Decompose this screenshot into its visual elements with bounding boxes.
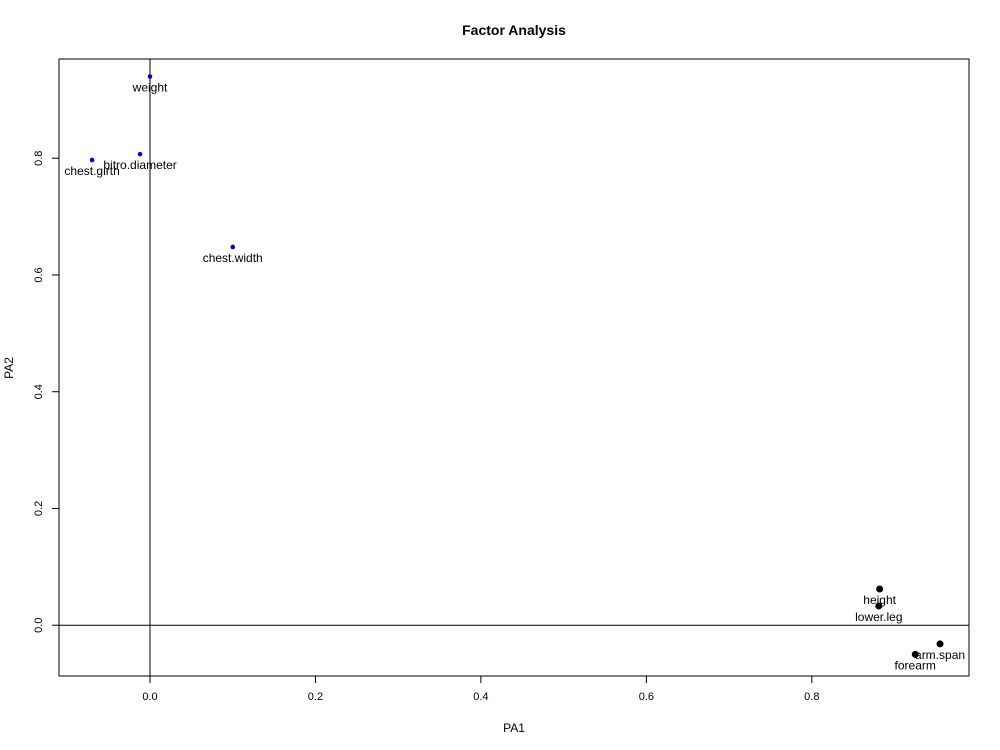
reference-lines <box>59 59 969 676</box>
y-axis: 0.0 0.2 0.4 0.6 0.8 <box>33 151 60 633</box>
point-forearm <box>911 650 919 658</box>
y-tick-label: 0.0 <box>33 618 45 633</box>
point-chest-girth <box>89 157 95 163</box>
x-tick-label: 0.0 <box>142 691 157 703</box>
x-axis: 0.0 0.2 0.4 0.6 0.8 <box>142 675 819 703</box>
y-tick-label: 0.6 <box>33 267 45 282</box>
point-chest-width <box>230 244 236 250</box>
point-height <box>876 585 884 593</box>
chart-title: Factor Analysis <box>462 22 566 38</box>
y-tick-label: 0.2 <box>33 501 45 516</box>
point-weight <box>147 74 153 79</box>
point-label-forearm: forearm <box>895 658 936 672</box>
point-label-bitro-diameter: bitro.diameter <box>103 158 176 172</box>
point-label-chest-width: chest.width <box>203 251 263 265</box>
point-label-arm-span: arm.span <box>915 648 965 662</box>
x-tick-label: 0.4 <box>473 691 488 703</box>
x-axis-label: PA1 <box>503 721 525 735</box>
point-bitro-diameter <box>137 151 143 157</box>
x-tick-label: 0.2 <box>308 691 323 703</box>
point-arm-span <box>936 640 944 648</box>
point-label-lower-leg: lower.leg <box>855 610 902 624</box>
point-label-height: height <box>863 593 896 607</box>
x-tick-label: 0.8 <box>804 691 819 703</box>
plot-frame <box>58 58 970 677</box>
point-lower-leg <box>875 602 883 610</box>
data-points <box>89 74 944 658</box>
x-tick-label: 0.6 <box>639 691 654 703</box>
point-label-chest-girth: chest.girth <box>64 164 119 178</box>
y-tick-label: 0.8 <box>33 151 45 166</box>
point-label-weight: weight <box>132 81 168 95</box>
y-tick-label: 0.4 <box>33 384 45 399</box>
y-axis-label: PA2 <box>2 357 16 379</box>
